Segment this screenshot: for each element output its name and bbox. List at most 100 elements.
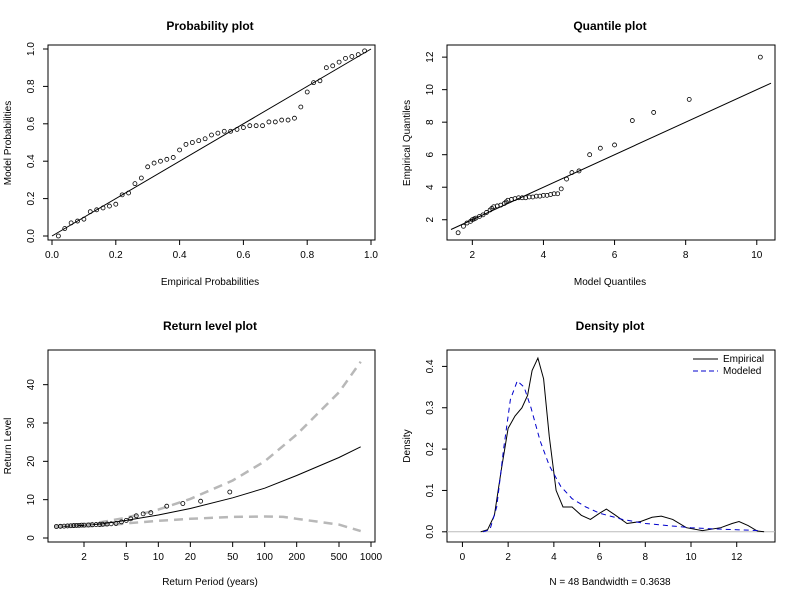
data-point [145,164,151,170]
data-point [119,192,125,198]
y-axis-label: Return Level [3,418,14,475]
data-point [164,156,170,162]
chart-title: Quantile plot [573,19,646,33]
data-point [569,170,575,175]
data-point [94,207,100,213]
data-point [298,104,304,110]
y-tick-label: 8 [425,119,436,125]
x-tick-label: 0 [460,552,466,563]
x-tick-label: 0.2 [109,250,123,261]
y-tick-label: 30 [26,417,37,429]
data-point [612,142,617,148]
data-point [196,138,202,144]
data-point [158,158,163,164]
data-point [183,141,189,147]
x-tick-label: 5 [124,552,130,563]
reference-line [51,48,372,237]
x-axis-label: N = 48 Bandwidth = 0.3638 [549,577,671,588]
data-point [126,190,131,196]
data-point [355,52,361,58]
x-tick-label: 6 [612,250,618,261]
data-point [107,203,112,209]
upper-confidence-line [54,360,362,528]
x-tick-label: 8 [683,250,689,261]
data-point [455,230,461,236]
data-point [757,54,763,60]
y-axis-label: Model Probabilities [3,101,14,186]
data-point [279,117,285,123]
plot-area [447,356,775,533]
series-line-modeled [482,380,760,533]
x-tick-label: 200 [288,552,305,563]
data-point [266,119,272,125]
x-tick-label: 10 [153,552,165,563]
data-point [81,522,87,528]
data-point [304,89,310,95]
data-point [461,223,466,229]
x-tick-label: 6 [597,552,603,563]
data-point [61,523,67,529]
data-point [148,510,154,516]
x-tick-label: 1.0 [364,250,378,261]
plot-area [51,48,372,239]
data-point [362,48,368,54]
x-tick-label: 2 [81,552,87,563]
data-point [317,78,323,84]
data-point [140,511,146,517]
chart-title: Return level plot [163,319,257,333]
data-point [151,160,157,166]
data-point [240,125,246,130]
panel-quant: Quantile plot Model Quantiles Empirical Qu… [402,19,776,288]
x-axis-label: Model Quantiles [574,277,646,288]
panel-dens: Density plot N = 48 Bandwidth = 0.3638 Den… [402,319,776,588]
data-point [62,226,68,231]
data-point [170,155,176,160]
x-tick-label: 0.8 [300,250,314,261]
data-point [564,176,569,182]
plot-frame [446,44,776,241]
data-point [128,516,134,522]
data-point [349,54,355,59]
data-point [87,209,93,215]
data-point [55,233,61,239]
y-tick-label: 12 [425,51,436,63]
y-tick-label: 1.0 [26,42,37,56]
data-point [202,136,208,142]
y-tick-label: 0 [26,535,37,541]
data-point [180,501,186,506]
data-point [272,119,278,125]
data-point [132,181,138,187]
y-tick-label: 10 [425,84,436,96]
data-point [68,220,74,226]
data-point [65,523,70,529]
y-tick-label: 0.0 [425,524,436,538]
panel-ret: Return level plot Return Period (years) Re… [3,319,383,588]
x-axis-label: Return Period (years) [162,577,258,588]
y-tick-label: 0.4 [26,154,37,168]
data-point [177,147,183,153]
x-tick-label: 10 [685,552,697,563]
y-tick-label: 0.2 [425,442,436,456]
data-point [343,55,348,61]
data-point [79,522,85,528]
y-axis-label: Empirical Quantiles [402,100,413,186]
data-point [76,522,82,528]
x-tick-label: 2 [505,552,511,563]
data-point [597,145,603,151]
data-point [97,522,102,527]
chart-title: Probability plot [166,19,253,33]
legend-label-modeled: Modeled [723,366,761,377]
x-tick-label: 8 [643,552,649,563]
reference-line [450,82,772,230]
y-tick-label: 4 [425,184,436,190]
data-point [108,521,114,527]
x-tick-label: 10 [751,250,763,261]
data-point [133,513,139,519]
y-tick-label: 0.3 [425,400,436,414]
data-point [234,127,240,132]
legend-label-empirical: Empirical [723,354,764,365]
x-tick-label: 2 [470,250,476,261]
x-tick-label: 4 [551,552,557,563]
x-tick-label: 1000 [360,552,383,563]
